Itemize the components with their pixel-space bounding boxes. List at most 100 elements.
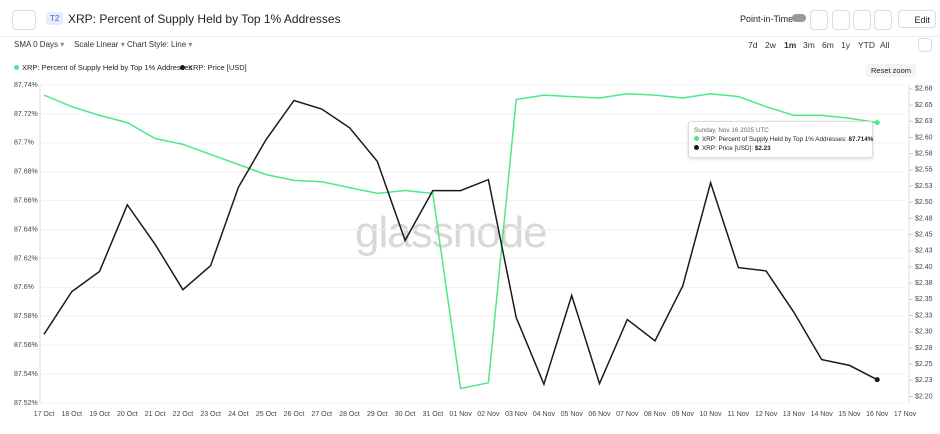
point-in-time: Point-in-Time [740,14,794,24]
x-tick-label: 31 Oct [423,411,444,418]
range-button[interactable]: All [880,40,890,50]
x-tick-label: 20 Oct [117,411,138,418]
tooltip-value: $2.23 [754,145,771,152]
share-button[interactable] [853,10,871,30]
legend-item[interactable]: XRP: Price [USD] [180,63,247,72]
y-tick-label: 87.56% [14,342,38,349]
y-tick-label: 87.64% [14,226,38,233]
y-tick-label: 87.66% [14,197,38,204]
y-tick-label: 87.52% [14,400,38,407]
tooltip-label: XRP: Percent of Supply Held by Top 1% Ad… [702,136,847,143]
tooltip-dot [694,136,699,141]
y2-tick-label: $2.38 [915,280,933,287]
x-tick-label: 21 Oct [145,411,166,418]
sma-select[interactable]: SMA 0 Days [14,40,64,49]
x-tick-label: 08 Nov [644,411,667,418]
y-tick-label: 87.74% [14,82,38,89]
range-button[interactable]: 6m [822,40,834,50]
x-tick-label: 06 Nov [588,411,611,418]
x-tick-label: 04 Nov [533,411,556,418]
y2-tick-label: $2.45 [915,231,933,238]
y-tick-label: 87.7% [14,140,34,147]
chart-title: XRP: Percent of Supply Held by Top 1% Ad… [68,12,341,26]
reset-zoom[interactable]: Reset zoom [866,64,917,77]
y2-tick-label: $2.50 [915,199,933,206]
edit-button[interactable]: Edit [898,10,936,28]
series-line [43,92,878,390]
y2-tick-label: $2.25 [915,361,933,368]
style-select[interactable]: Chart Style: Line [127,40,192,49]
copy-button[interactable] [874,10,892,30]
x-tick-label: 25 Oct [256,411,277,418]
y-tick-label: 87.54% [14,371,38,378]
tooltip-row: XRP: Price [USD]: $2.23 [694,145,867,152]
header: T2 XRP: Percent of Supply Held by Top 1%… [0,0,940,37]
y2-tick-label: $2.53 [915,183,933,190]
x-tick-label: 19 Oct [89,411,110,418]
y2-tick-label: $2.20 [915,393,933,400]
x-tick-label: 01 Nov [450,411,473,418]
badge: T2 [46,12,64,25]
legend-dot [180,65,185,70]
y-tick-label: 87.58% [14,313,38,320]
alert-button[interactable] [832,10,850,30]
x-tick-label: 24 Oct [228,411,249,418]
y2-tick-label: $2.40 [915,264,933,271]
x-tick-label: 03 Nov [505,411,528,418]
toggle[interactable] [792,14,806,22]
x-tick-label: 28 Oct [339,411,360,418]
x-tick-label: 07 Nov [616,411,639,418]
y2-tick-label: $2.65 [915,102,933,109]
y2-tick-label: $2.30 [915,329,933,336]
y2-tick-label: $2.60 [915,134,933,141]
legend-item[interactable]: XRP: Percent of Supply Held by Top 1% Ad… [14,63,192,72]
x-tick-label: 26 Oct [284,411,305,418]
scale-select[interactable]: Scale Linear [74,40,125,49]
y-tick-label: 87.62% [14,255,38,262]
range-button[interactable]: 3m [803,40,815,50]
y2-tick-label: $2.33 [915,312,933,319]
x-tick-label: 02 Nov [477,411,500,418]
tooltip-value: 87.714% [848,136,874,143]
y-tick-label: 87.6% [14,284,34,291]
tooltip-dot [694,145,699,150]
sidebar-button[interactable] [12,10,36,30]
hover-point [874,120,880,126]
x-tick-label: 14 Nov [811,411,834,418]
range-button[interactable]: YTD [858,40,875,50]
x-tick-label: 17 Nov [894,411,917,418]
y-tick-label: 87.68% [14,169,38,176]
y2-tick-label: $2.43 [915,248,933,255]
star-button[interactable] [810,10,828,30]
x-tick-label: 15 Nov [838,411,861,418]
x-tick-label: 30 Oct [395,411,416,418]
range-button[interactable]: 1y [841,40,850,50]
x-tick-label: 22 Oct [173,411,194,418]
x-tick-label: 29 Oct [367,411,388,418]
legend-label: XRP: Price [USD] [188,63,247,72]
x-tick-label: 18 Oct [61,411,82,418]
hover-point [874,377,880,383]
tooltip-date: Sunday, Nov 16 2025 UTC [694,127,769,134]
legend-label: XRP: Percent of Supply Held by Top 1% Ad… [22,63,193,72]
y-tick-label: 87.72% [14,111,38,118]
y2-tick-label: $2.35 [915,296,933,303]
calendar-button[interactable] [918,38,932,52]
range-button[interactable]: 2w [765,40,776,50]
y2-tick-label: $2.48 [915,215,933,222]
range-button[interactable]: 7d [748,40,758,50]
y2-tick-label: $2.58 [915,150,933,157]
range-button[interactable]: 1m [784,40,797,50]
x-tick-label: 10 Nov [699,411,722,418]
x-tick-label: 12 Nov [755,411,778,418]
x-tick-label: 13 Nov [783,411,806,418]
x-tick-label: 27 Oct [311,411,332,418]
x-tick-label: 16 Nov [866,411,889,418]
y2-tick-label: $2.68 [915,86,933,93]
y2-tick-label: $2.55 [915,167,933,174]
tooltip-label: XRP: Price [USD]: [702,145,754,152]
x-tick-label: 23 Oct [200,411,221,418]
tooltip: Sunday, Nov 16 2025 UTC XRP: Percent of … [688,121,873,158]
